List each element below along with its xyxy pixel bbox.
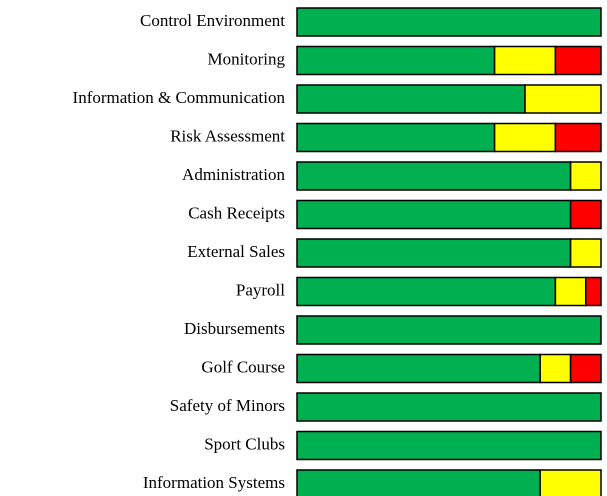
category-label: Monitoring: [208, 49, 286, 68]
bar-segment: [296, 238, 572, 268]
bar-segment: [296, 469, 541, 496]
bar-segment: [554, 276, 587, 307]
bar-segment: [296, 199, 572, 230]
category-label: Golf Course: [201, 357, 285, 376]
category-label: Control Environment: [140, 11, 285, 30]
bar-segment: [569, 353, 602, 384]
bar-segment: [296, 353, 541, 384]
bar-segment: [539, 469, 602, 496]
category-label: Safety of Minors: [170, 396, 285, 415]
bar-segment: [296, 315, 602, 345]
bar-segment: [585, 276, 602, 307]
category-label: Information Systems: [143, 473, 285, 492]
bar-segment: [296, 161, 572, 191]
category-label: Payroll: [236, 280, 285, 299]
category-label: Sport Clubs: [204, 434, 285, 453]
bar-segment: [296, 45, 496, 76]
bar-segment: [554, 45, 602, 76]
bar-segment: [296, 7, 602, 37]
bar-segment: [554, 122, 602, 153]
bar-segment: [569, 238, 602, 268]
bar-segment: [493, 122, 557, 153]
category-label: Risk Assessment: [170, 126, 285, 145]
category-label: Cash Receipts: [188, 203, 285, 222]
bar-segment: [524, 84, 602, 114]
category-label: Disbursements: [184, 319, 285, 338]
category-label: Administration: [182, 165, 285, 184]
bar-segment: [569, 161, 602, 191]
category-label: External Sales: [187, 242, 285, 261]
bar-segment: [569, 199, 602, 230]
bar-segment: [296, 430, 602, 461]
bar-segment: [296, 84, 526, 114]
bar-segment: [539, 353, 572, 384]
bar-segment: [296, 122, 496, 153]
bar-segment: [296, 392, 602, 422]
bar-segment: [296, 276, 557, 307]
bar-segment: [493, 45, 557, 76]
category-label: Information & Communication: [73, 88, 286, 107]
